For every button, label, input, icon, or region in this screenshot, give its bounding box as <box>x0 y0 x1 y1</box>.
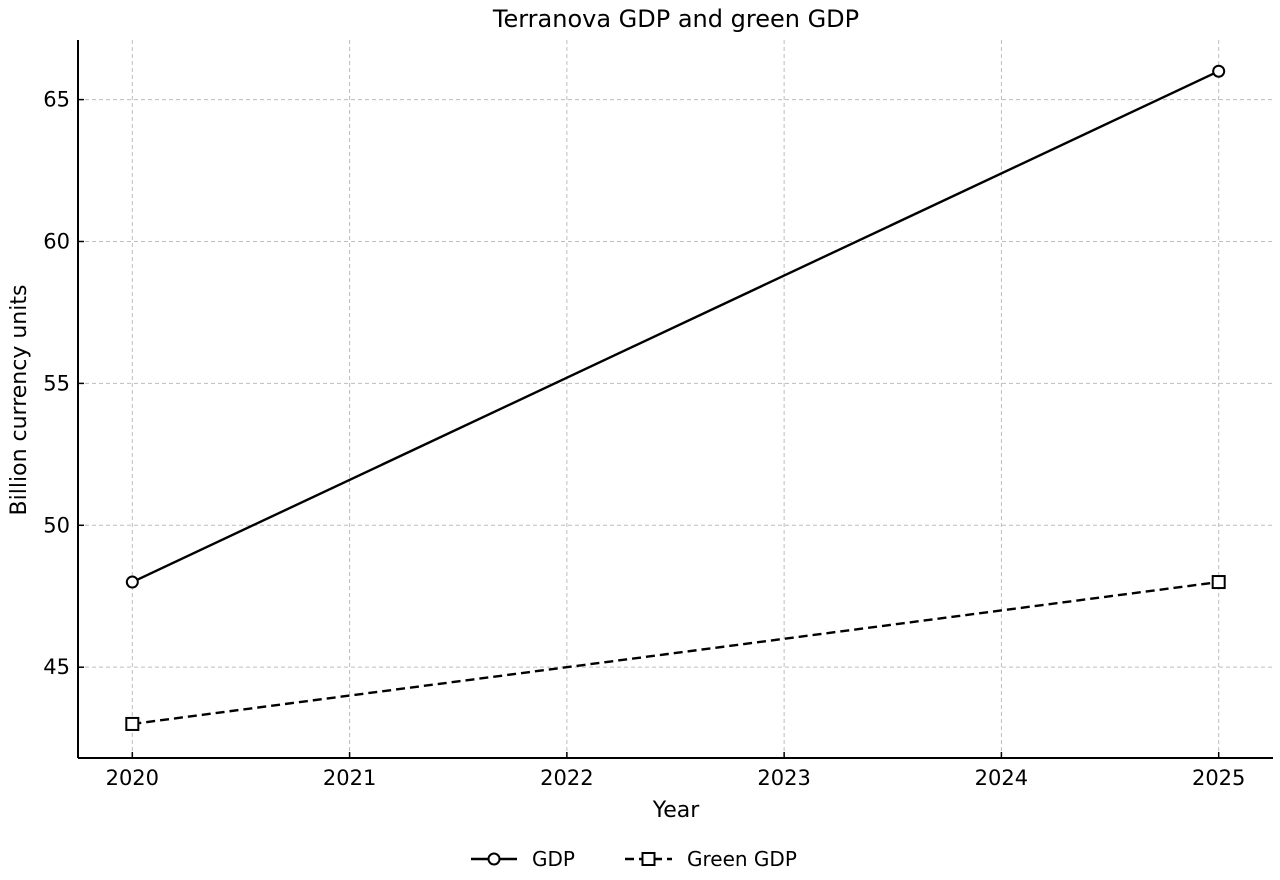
legend-label-green-gdp: Green GDP <box>687 847 797 871</box>
series-line-gdp <box>131 70 1220 584</box>
y-tick-label: 45 <box>43 655 70 679</box>
legend-label-gdp: GDP <box>532 847 575 871</box>
data-point-gdp <box>1212 64 1226 78</box>
x-tick-label: 2020 <box>106 766 159 790</box>
x-tick-label: 2021 <box>323 766 376 790</box>
y-tick-label: 60 <box>43 229 70 253</box>
legend-marker-gdp <box>487 852 501 866</box>
axis-ticks: 2020 2021 2022 2023 2024 2025 45 50 55 60 65 <box>43 88 1245 790</box>
data-point-gdp <box>125 575 139 589</box>
data-point-green-gdp <box>1211 575 1226 590</box>
x-tick-label: 2025 <box>1192 766 1245 790</box>
x-tick-label: 2023 <box>757 766 810 790</box>
data-point-green-gdp <box>125 716 140 731</box>
plot-area <box>125 64 1226 731</box>
legend: GDP Green GDP <box>471 847 797 871</box>
x-tick-label: 2024 <box>975 766 1028 790</box>
x-axis-label: Year <box>652 798 701 823</box>
y-tick-label: 50 <box>43 513 70 537</box>
grid <box>78 40 1273 758</box>
y-axis-label: Billion currency units <box>7 285 32 516</box>
x-tick-label: 2022 <box>540 766 593 790</box>
y-tick-label: 65 <box>43 88 70 112</box>
series-line-green-gdp <box>132 580 1219 726</box>
y-tick-label: 55 <box>43 371 70 395</box>
legend-marker-green-gdp <box>641 852 656 866</box>
chart-title: Terranova GDP and green GDP <box>492 5 859 33</box>
